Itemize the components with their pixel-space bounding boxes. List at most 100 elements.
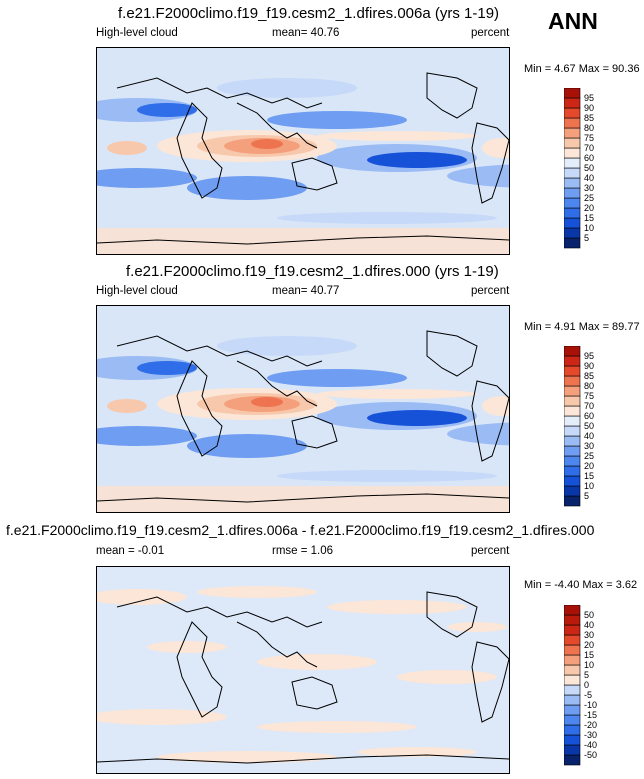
panel-2-map [96,305,510,513]
panel-3-map-svg [97,567,509,773]
positive-anomaly-area [257,721,417,733]
colorbar-tick-label: 25 [584,451,594,461]
positive-anomaly-area [327,600,467,614]
colorbar-box [564,88,581,99]
colorbar-box [564,475,581,487]
convection-africa [107,399,147,413]
colorbar-tick-label: -5 [584,690,592,700]
colorbar-tick-label: 75 [584,391,594,401]
dry-zone-sahara [137,103,197,117]
colorbar-tick-label: 5 [584,491,589,501]
colorbar-tick-label: 85 [584,113,594,123]
southern-ocean-band [277,212,497,224]
colorbar-tick-label: 70 [584,143,594,153]
positive-anomaly-area [197,586,317,598]
positive-anomaly-area [157,751,337,763]
itcz-east-pacific [317,131,477,141]
dry-zone-south-pacific-core [367,152,467,168]
colorbar-box [564,346,581,357]
colorbar-tick-label: 60 [584,153,594,163]
colorbar-box [564,167,581,179]
colorbar-tick-label: 10 [584,660,594,670]
colorbar-box [564,207,581,219]
colorbar-box [564,157,581,169]
colorbar-tick-label: 30 [584,441,594,451]
panel-1-variable-label: High-level cloud [96,27,178,39]
colorbar-box [564,237,581,249]
colorbar-tick-label: 50 [584,163,594,173]
colorbar-box [564,425,581,437]
positive-anomaly-area [97,709,227,725]
colorbar-tick-label: -30 [584,730,597,740]
colorbar-tick-label: 95 [584,351,594,361]
panel-3-rmse-label: rmse = 1.06 [272,545,334,557]
colorbar-tick-label: 40 [584,173,594,183]
panel-2-map-svg [97,306,509,512]
itcz-east-pacific [317,389,477,399]
colorbar-box [564,117,581,129]
colorbar-box [564,385,581,397]
panel-3-mean-label: mean = -0.01 [96,545,165,557]
colorbar-box [564,227,581,239]
convection-amazon [482,138,509,158]
colorbar-tick-label: 25 [584,193,594,203]
colorbar-tick-label: -40 [584,740,597,750]
convection-amazon [482,396,509,416]
colorbar-tick-label: 75 [584,133,594,143]
colorbar-box [564,415,581,427]
dry-zone-north-pacific [267,369,407,387]
dry-zone-north-pacific [267,111,407,129]
colorbar-box [564,694,581,706]
colorbar-box [564,674,581,686]
colorbar-tick-label: -20 [584,720,597,730]
itcz-warm-pool-peak [251,397,283,407]
panel-1-units-label: percent [471,27,510,39]
colorbar-box [564,664,581,676]
itcz-warm-pool-peak [251,139,283,149]
colorbar-box [564,355,581,367]
positive-anomaly-area [147,641,227,653]
colorbar-box [564,605,581,616]
colorbar-box [564,644,581,656]
colorbar-box [564,217,581,229]
colorbar-tick-label: 80 [584,123,594,133]
coastlines [97,330,509,503]
colorbar-tick-label: 10 [584,223,594,233]
colorbar-box [564,365,581,377]
southern-ocean-band [277,470,497,482]
colorbar-tick-label: 70 [584,401,594,411]
colorbar-tick-label: 20 [584,203,594,213]
mid-latitude-north [217,336,357,356]
colorbar-box [564,654,581,666]
colorbar-tick-label: 20 [584,461,594,471]
colorbar-box [564,405,581,417]
colorbar-tick-label: 50 [584,421,594,431]
colorbar-tick-label: 30 [584,630,594,640]
panel-3-map [96,566,510,774]
colorbar-tick-label: 15 [584,471,594,481]
colorbar-box [564,137,581,149]
positive-anomaly-area [397,670,497,684]
colorbar-box [564,197,581,209]
colorbar-tick-label: 20 [584,640,594,650]
colorbar-tick-label: 95 [584,93,594,103]
colorbar-box [564,734,581,746]
dry-zone-south-pacific-core [367,410,467,426]
panel-3-minmax: Min = -4.40 Max = 3.62 [524,579,638,591]
colorbar-box [564,724,581,736]
colorbar-box [564,634,581,646]
colorbar-tick-label: 0 [584,680,589,690]
dry-zone-sahara [137,361,197,375]
positive-anomaly-area [447,622,507,632]
colorbar-box [564,455,581,467]
colorbar-box [564,177,581,189]
colorbar-tick-label: 90 [584,103,594,113]
colorbar-box [564,495,581,507]
colorbar-box [564,754,581,766]
colorbar-tick-label: 60 [584,411,594,421]
colorbar-tick-label: 50 [584,610,594,620]
colorbar-tick-label: 85 [584,371,594,381]
colorbar-box [564,614,581,626]
